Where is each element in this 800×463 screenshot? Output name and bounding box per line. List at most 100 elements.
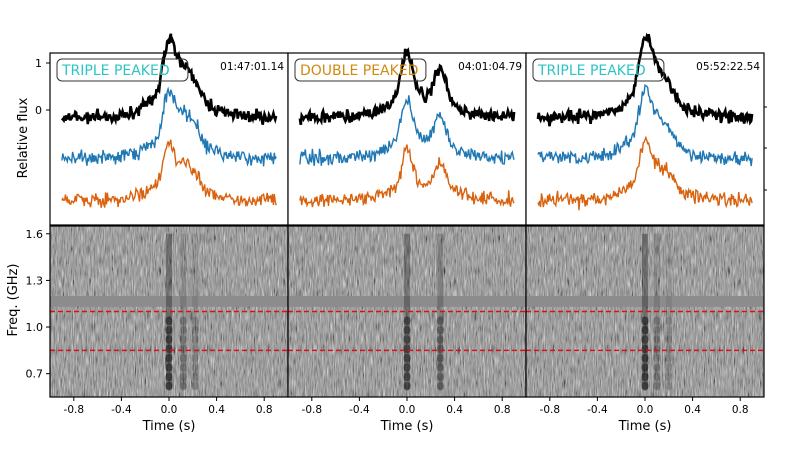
burst-blob [653, 353, 661, 363]
flux-series-line [537, 135, 753, 211]
burst-blob [403, 325, 411, 335]
light-curve-row: TRIPLE PEAKED 01:47:01.14 DOUBLE PEAKED 04:… [35, 32, 767, 226]
spectrum-panel: -0.8 -0.4 0.0 0.4 0.8 Time (s) [525, 225, 765, 434]
burst-blob [191, 372, 199, 382]
burst-blob [403, 372, 411, 382]
burst-blob [403, 362, 411, 372]
bottom-y-tick-label: 0.7 [26, 368, 44, 381]
burst-blob [653, 372, 661, 382]
burst-blob [191, 325, 199, 335]
burst-type-label: TRIPLE PEAKED [61, 63, 170, 79]
burst-blob [665, 381, 673, 391]
burst-blob [653, 381, 661, 391]
burst-blob [665, 316, 673, 326]
burst-blob [179, 316, 187, 326]
burst-blob [665, 372, 673, 382]
burst-blob [403, 353, 411, 363]
burst-blob [641, 381, 649, 391]
burst-blob [436, 362, 444, 372]
x-tick-label: 0.4 [684, 404, 701, 416]
burst-blob [191, 362, 199, 372]
burst-streak [642, 233, 648, 390]
burst-type-label-box [56, 58, 189, 82]
burst-blob [665, 353, 673, 363]
spectrum-noise [288, 226, 526, 397]
x-axis-label: Time (s) [142, 419, 196, 434]
light-curve-panel: TRIPLE PEAKED 05:52:22.54 [525, 32, 767, 226]
burst-blob [653, 334, 661, 344]
burst-blob [641, 334, 649, 344]
burst-blob [165, 344, 173, 354]
flux-series-line [60, 33, 278, 126]
burst-blob [179, 381, 187, 391]
burst-streak [404, 233, 410, 390]
burst-blob [165, 381, 173, 391]
burst-blob [436, 316, 444, 326]
light-curve-panel: DOUBLE PEAKED 04:01:04.79 [287, 47, 529, 226]
burst-blob [179, 353, 187, 363]
x-tick-label: 0.4 [446, 404, 463, 416]
burst-blob [179, 325, 187, 335]
burst-blob [403, 334, 411, 344]
burst-blob [165, 372, 173, 382]
burst-blob [665, 325, 673, 335]
burst-blob [179, 362, 187, 372]
x-tick-label: -0.8 [540, 404, 561, 416]
bottom-y-axis-label: Freq. (GHz) [6, 264, 21, 337]
flux-series-line [298, 47, 516, 126]
x-axis-label: Time (s) [618, 419, 672, 434]
burst-blob [191, 381, 199, 391]
burst-blob [179, 344, 187, 354]
burst-streak [166, 233, 172, 390]
burst-timestamp: 04:01:04.79 [458, 61, 522, 73]
burst-blob [641, 344, 649, 354]
burst-streak [180, 233, 187, 390]
burst-blob [665, 334, 673, 344]
burst-blob [191, 353, 199, 363]
light-curve-panel: TRIPLE PEAKED 01:47:01.14 [49, 33, 289, 226]
top-y-tick-label: 1 [35, 57, 42, 70]
x-tick-label: -0.4 [349, 404, 370, 416]
x-tick-label: -0.4 [587, 404, 608, 416]
burst-blob [436, 344, 444, 354]
top-y-tick-label: 0 [35, 104, 42, 117]
x-tick-label: -0.4 [111, 404, 132, 416]
burst-blob [191, 334, 199, 344]
burst-blob [641, 372, 649, 382]
burst-blob [653, 362, 661, 372]
x-tick-label: 0.8 [732, 404, 749, 416]
spectrum-panel: -0.8 -0.4 0.0 0.4 0.8 Time (s) [287, 225, 527, 434]
x-tick-label: 0.0 [637, 404, 654, 416]
burst-type-label: DOUBLE PEAKED [300, 63, 418, 79]
panel-frame [525, 52, 765, 226]
burst-blob [403, 381, 411, 391]
burst-timestamp: 05:52:22.54 [696, 61, 760, 73]
flux-series-line [537, 83, 753, 167]
flux-series-line [61, 86, 277, 167]
burst-blob [436, 381, 444, 391]
bottom-y-tick-label: 1.3 [26, 274, 44, 287]
burst-blob [191, 344, 199, 354]
masked-band [50, 295, 288, 307]
x-tick-label: 0.8 [494, 404, 511, 416]
burst-type-label: TRIPLE PEAKED [537, 63, 646, 79]
burst-blob [653, 344, 661, 354]
flux-series-line [299, 144, 515, 208]
burst-streak [665, 233, 672, 390]
burst-blob [165, 325, 173, 335]
burst-blob [191, 316, 199, 326]
burst-blob [665, 362, 673, 372]
burst-blob [403, 344, 411, 354]
x-tick-label: -0.8 [64, 404, 85, 416]
x-tick-label: 0.0 [399, 404, 416, 416]
masked-band [288, 295, 526, 307]
burst-blob [436, 372, 444, 382]
burst-type-label-box [294, 58, 427, 82]
x-tick-label: -0.8 [302, 404, 323, 416]
panel-background [50, 53, 288, 225]
burst-blob [641, 362, 649, 372]
flux-series-line [536, 32, 754, 127]
burst-blob [165, 353, 173, 363]
burst-blob [653, 325, 661, 335]
